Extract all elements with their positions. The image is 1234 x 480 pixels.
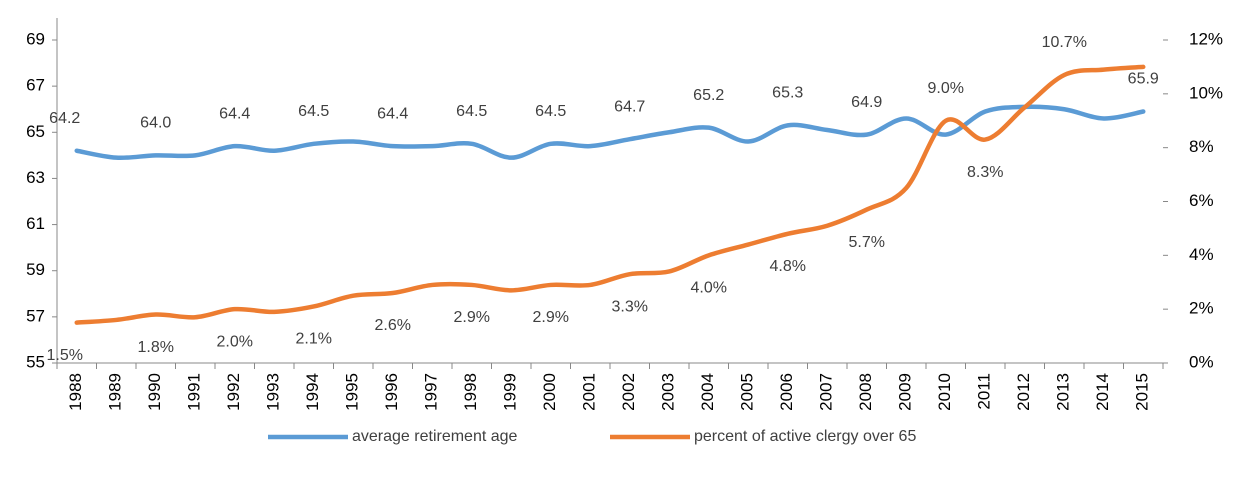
x-tick-label: 1992 [224, 373, 243, 411]
data-label: 65.3 [772, 85, 803, 102]
y2-tick-label: 2% [1189, 299, 1214, 318]
y-tick-label: 61 [26, 214, 45, 233]
x-tick-label: 1989 [106, 373, 125, 411]
data-label: 10.7% [1042, 34, 1087, 51]
x-tick-label: 2001 [580, 373, 599, 411]
data-label: 3.3% [612, 298, 648, 315]
x-tick-label: 2000 [540, 373, 559, 411]
y2-tick-label: 10% [1189, 83, 1223, 102]
legend-label: average retirement age [352, 428, 518, 445]
x-tick-label: 2006 [777, 373, 796, 411]
x-tick-label: 1988 [66, 373, 85, 411]
x-tick-label: 2013 [1054, 373, 1073, 411]
data-label: 1.5% [47, 347, 83, 364]
x-tick-label: 2005 [738, 373, 757, 411]
x-tick-label: 2014 [1093, 373, 1112, 411]
y-tick-label: 69 [26, 29, 45, 48]
x-tick-label: 1993 [264, 373, 283, 411]
data-label: 64.7 [614, 98, 645, 115]
data-label: 1.8% [138, 339, 174, 356]
x-tick-label: 1996 [382, 373, 401, 411]
x-tick-label: 1995 [343, 373, 362, 411]
data-label: 64.0 [140, 115, 171, 132]
data-label: 65.9 [1128, 71, 1159, 88]
data-label: 4.8% [770, 258, 806, 275]
x-tick-label: 1999 [501, 373, 520, 411]
y2-tick-label: 12% [1189, 29, 1223, 48]
data-label: 64.5 [456, 103, 487, 120]
y2-tick-label: 6% [1189, 191, 1214, 210]
y-tick-label: 57 [26, 306, 45, 325]
data-label: 64.5 [535, 103, 566, 120]
x-tick-label: 1998 [461, 373, 480, 411]
data-label: 5.7% [849, 234, 885, 251]
data-label: 64.2 [49, 110, 80, 127]
series-line [74, 104, 1146, 161]
data-label: 4.0% [691, 280, 727, 297]
x-tick-label: 2009 [896, 373, 915, 411]
data-label: 8.3% [967, 164, 1003, 181]
data-label: 2.6% [375, 317, 411, 334]
x-tick-label: 2002 [619, 373, 638, 411]
data-label: 65.2 [693, 87, 724, 104]
data-label: 2.0% [217, 333, 253, 350]
y-tick-label: 67 [26, 76, 45, 95]
y-tick-label: 65 [26, 122, 45, 141]
x-tick-label: 2011 [975, 373, 994, 410]
x-tick-label: 2004 [698, 373, 717, 411]
data-label: 2.9% [454, 309, 490, 326]
data-label: 64.5 [298, 103, 329, 120]
y-tick-label: 63 [26, 168, 45, 187]
y2-tick-label: 0% [1189, 352, 1214, 371]
y2-tick-label: 8% [1189, 137, 1214, 156]
x-tick-label: 2008 [856, 373, 875, 411]
data-label: 2.9% [533, 309, 569, 326]
y-tick-label: 59 [26, 260, 45, 279]
x-tick-label: 1991 [185, 373, 204, 411]
x-tick-label: 2015 [1133, 373, 1152, 411]
x-tick-label: 2003 [659, 373, 678, 411]
y-tick-label: 55 [26, 352, 45, 371]
x-tick-label: 2010 [935, 373, 954, 411]
legend-label: percent of active clergy over 65 [694, 428, 916, 445]
data-label: 2.1% [296, 331, 332, 348]
x-tick-label: 2012 [1014, 373, 1033, 411]
x-tick-label: 1994 [303, 373, 322, 411]
data-label: 64.9 [851, 94, 882, 111]
data-label: 64.4 [219, 105, 250, 122]
y2-tick-label: 4% [1189, 245, 1214, 264]
data-label: 64.4 [377, 105, 408, 122]
series-line [74, 64, 1146, 325]
x-tick-label: 1990 [145, 373, 164, 411]
data-label: 9.0% [928, 80, 964, 97]
x-tick-label: 1997 [422, 373, 441, 411]
x-tick-label: 2007 [817, 373, 836, 411]
